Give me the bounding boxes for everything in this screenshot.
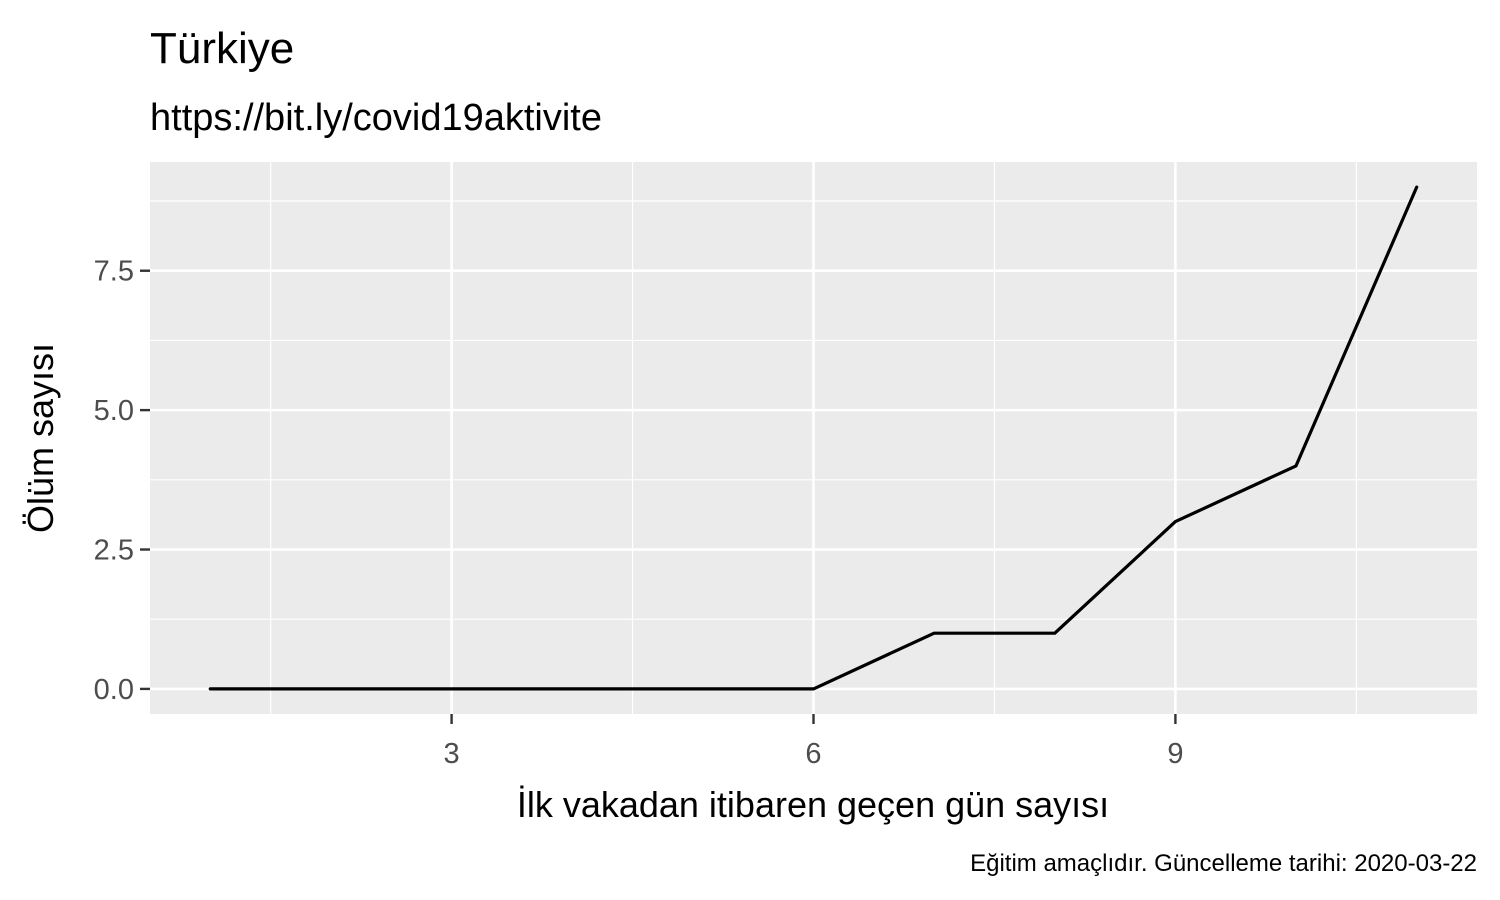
y-tick-label: 2.5 [94,535,134,567]
y-tick-label: 5.0 [94,395,134,427]
x-tick-label: 3 [444,738,460,770]
series-layer [208,185,1419,691]
x-axis: 3 6 9 [444,714,1183,770]
x-tick-label: 6 [805,738,821,770]
chart-subtitle: https://bit.ly/covid19aktivite [150,97,602,139]
x-axis-title: İlk vakadan itibaren geçen gün sayısı [517,784,1109,825]
y-axis-title: Ölüm sayısı [20,343,61,533]
y-axis: 0.0 2.5 5.0 7.5 [94,256,150,706]
y-tick-label: 0.0 [94,674,134,706]
series-line [208,185,1419,691]
y-tick-label: 7.5 [94,256,134,288]
chart-title: Türkiye [150,24,294,73]
x-tick-label: 9 [1167,738,1183,770]
chart-caption: Eğitim amaçlıdır. Güncelleme tarihi: 202… [970,850,1477,877]
